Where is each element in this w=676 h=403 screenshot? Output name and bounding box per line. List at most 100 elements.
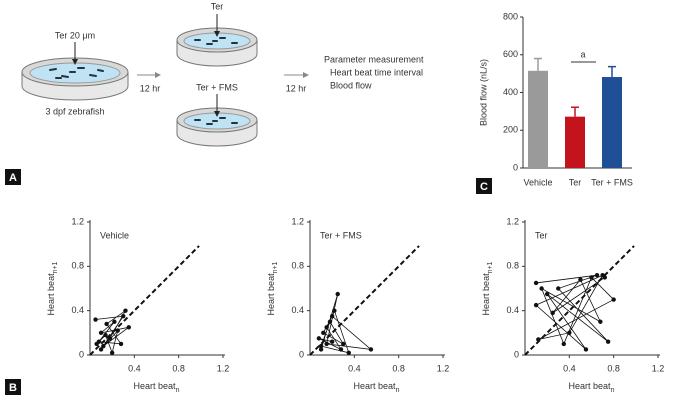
trajectory [95, 310, 130, 355]
point [533, 280, 539, 286]
label: Heart beat time interval [330, 67, 423, 77]
y-tick-label: 0.8 [71, 261, 84, 271]
y-axis-label: Heart beatn+1 [266, 261, 278, 315]
point [544, 291, 550, 297]
x-axis-label: Heart beatn [569, 381, 615, 393]
plot-title: Ter [535, 230, 548, 240]
x-tick-label: 0.4 [348, 363, 361, 373]
x-tick-label: Vehicle [523, 177, 552, 187]
point [329, 339, 335, 344]
y-tick-label: 0.4 [71, 305, 84, 315]
point [368, 347, 374, 352]
point [578, 277, 583, 282]
label: Ter 20 μm [55, 30, 95, 40]
y-tick-label: 1.2 [506, 216, 519, 226]
x-axis-label: Heart beatn [354, 381, 400, 393]
point [103, 332, 108, 338]
point [561, 341, 566, 347]
point [594, 273, 600, 278]
x-tick-label: 0.4 [563, 363, 576, 373]
y-axis-label-text: Heart beat [266, 273, 276, 316]
label: Blood flow [330, 80, 372, 90]
x-tick-label: Ter + FMS [591, 177, 633, 187]
plot-title: Vehicle [100, 230, 129, 240]
point [327, 319, 333, 324]
x-tick-label: 0.4 [128, 363, 141, 373]
x-axis-label: Heart beatn [134, 381, 180, 393]
panel-label: A [9, 172, 17, 184]
y-tick-label: 0 [513, 162, 518, 172]
y-tick-label: 600 [503, 49, 518, 59]
point [321, 330, 326, 336]
y-axis-label-sub: n+1 [487, 261, 494, 273]
y-tick-label: 800 [503, 11, 518, 21]
point [93, 317, 98, 322]
point [605, 339, 611, 344]
y-axis-label-text: Heart beat [46, 273, 56, 316]
point [121, 314, 126, 319]
x-axis-label-text: Heart beat [569, 381, 612, 391]
point [107, 336, 113, 341]
y-tick-label: 0.8 [291, 261, 304, 271]
x-tick-label: 1.2 [437, 363, 450, 373]
panel-box [5, 379, 21, 395]
point [316, 336, 322, 341]
point [324, 325, 329, 330]
x-axis-label-sub: n [176, 387, 180, 394]
y-axis-label: Heart beatn+1 [46, 261, 58, 315]
x-axis-label-text: Heart beat [134, 381, 177, 391]
point [550, 310, 555, 316]
point [318, 343, 324, 349]
x-tick-label: 0.8 [172, 363, 185, 373]
panel-label: C [480, 181, 488, 193]
plot-title: Ter + FMS [320, 230, 362, 240]
y-axis-label: Blood flow (nL/s) [478, 59, 488, 126]
point [346, 350, 351, 355]
point [109, 350, 115, 355]
y-axis-label-sub: n+1 [272, 261, 279, 273]
y-tick-label: 0 [299, 349, 304, 359]
y-tick-label: 1.2 [291, 216, 304, 226]
label: Parameter measurement [324, 54, 424, 64]
point [602, 275, 607, 280]
point [567, 330, 572, 336]
panel-label: B [9, 382, 17, 394]
y-tick-label: 0 [514, 349, 519, 359]
point [104, 321, 109, 327]
point [126, 325, 131, 330]
y-tick-label: 0.8 [506, 261, 519, 271]
point [341, 341, 346, 347]
point [611, 297, 616, 302]
identity-line [89, 245, 200, 356]
point [123, 308, 128, 313]
x-tick-label: 1.2 [652, 363, 665, 373]
identity-line [309, 245, 420, 356]
panel-box [5, 169, 21, 185]
point [324, 341, 329, 347]
y-tick-label: 0.4 [506, 305, 519, 315]
y-axis-label: Heart beatn+1 [481, 261, 493, 315]
bar [565, 116, 585, 168]
point [112, 319, 117, 324]
bar [602, 77, 622, 168]
point [318, 347, 324, 352]
bar [528, 70, 548, 168]
annotation: a [580, 49, 585, 59]
point [556, 286, 561, 291]
point [533, 302, 539, 308]
point [98, 330, 104, 336]
y-tick-label: 400 [503, 87, 518, 97]
x-tick-label: 0.8 [607, 363, 620, 373]
point [118, 341, 124, 347]
y-axis-label-sub: n+1 [52, 261, 59, 273]
y-tick-label: 0 [79, 349, 84, 359]
point [329, 314, 335, 319]
x-axis-label-sub: n [611, 387, 615, 394]
y-tick-label: 1.2 [71, 216, 84, 226]
x-axis-label-text: Heart beat [354, 381, 397, 391]
y-tick-label: 200 [503, 125, 518, 135]
point [589, 275, 594, 280]
point [539, 286, 544, 291]
